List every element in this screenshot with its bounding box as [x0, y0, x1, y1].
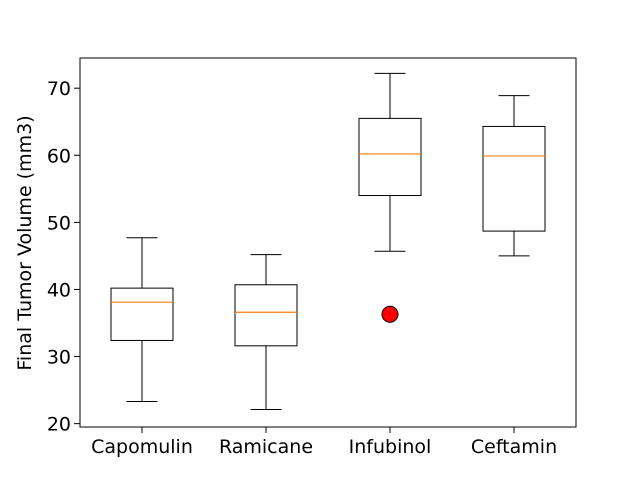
box-body	[234, 284, 298, 347]
box-infubinol	[358, 72, 422, 323]
plot-frame	[79, 57, 577, 428]
boxes	[110, 72, 546, 411]
y-tick-label: 40	[47, 279, 71, 301]
box-body	[358, 117, 422, 197]
x-tick-label: Infubinol	[349, 436, 432, 458]
y-tick-label: 20	[47, 414, 71, 436]
box-ramicane	[234, 254, 298, 411]
y-tick-label: 60	[47, 145, 71, 167]
y-tick-label: 70	[47, 78, 71, 100]
box-body	[482, 125, 546, 232]
y-tick-label: 30	[47, 347, 71, 369]
x-tick-label: Ramicane	[219, 436, 313, 458]
y-axis: 20 30 40 50 60 70	[47, 78, 80, 436]
y-tick-label: 50	[47, 212, 71, 234]
x-axis: Capomulin Ramicane Infubinol Ceftamin	[91, 427, 557, 458]
x-tick-label: Capomulin	[91, 436, 193, 458]
outlier-point	[381, 305, 399, 323]
box-body	[110, 287, 174, 341]
y-axis-label: Final Tumor Volume (mm3)	[14, 115, 36, 370]
box-ceftamin	[482, 95, 546, 257]
x-tick-label: Ceftamin	[471, 436, 557, 458]
box-capomulin	[110, 237, 174, 403]
plot-area	[79, 57, 577, 428]
